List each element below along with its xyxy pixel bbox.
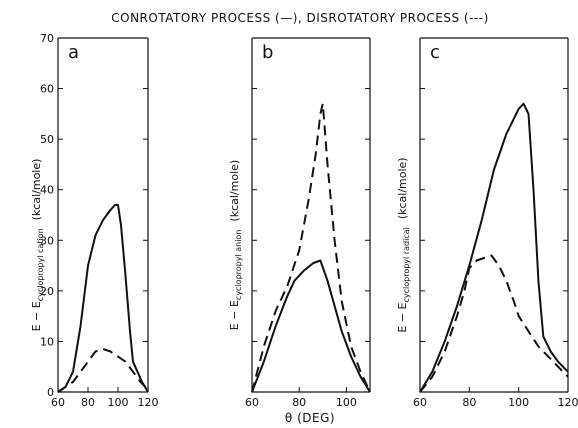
dashed-curve <box>251 102 371 393</box>
y-axis-label-sub: cyclopropyl anion <box>234 230 243 300</box>
x-tick-label: 120 <box>138 396 159 409</box>
x-tick-label: 120 <box>558 396 578 409</box>
solid-curve <box>419 102 569 393</box>
panel-letter: b <box>262 42 273 63</box>
panel-a: 0 10 20 30 40 50 60 70 60 80 100 120 a E − Ecycloprop… <box>30 32 159 409</box>
x-tick-label: 80 <box>81 396 95 409</box>
axis-frame <box>251 38 370 393</box>
y-axis-label-unit: (kcal/mole) <box>30 159 43 221</box>
x-tick-label: 100 <box>108 396 129 409</box>
y-tick-label: 70 <box>40 32 54 45</box>
y-tick-label: 20 <box>40 285 54 298</box>
figure-title: CONROTATORY PROCESS (—), DISROTATORY PRO… <box>111 11 489 25</box>
axis-frame <box>419 38 568 393</box>
solid-curve <box>57 203 149 393</box>
y-tick-label: 10 <box>40 335 54 348</box>
x-tick-label: 60 <box>245 396 259 409</box>
panel-b: 60 80 100 b E − Ecyclopropyl anion (kcal/mole… <box>228 37 371 409</box>
x-tick-label: 80 <box>292 396 306 409</box>
x-tick-label: 60 <box>51 396 65 409</box>
y-axis-label-sub: cyclopropyl radical <box>402 227 411 302</box>
y-axis-label-main: E − E <box>396 302 409 332</box>
y-tick-label: 0 <box>47 386 54 399</box>
x-tick-label: 100 <box>336 396 357 409</box>
y-axis-label: E − Ecyclopropyl anion (kcal/mole) <box>228 160 243 330</box>
y-axis-label-unit: (kcal/mole) <box>396 157 409 219</box>
panel-c: 60 80 100 120 c E − Ecyclopropyl radical (kcal… <box>396 37 578 409</box>
solid-curve <box>251 259 371 393</box>
y-tick-label: 30 <box>40 234 54 247</box>
y-axis-label: E − Ecyclopropyl cation (kcal/mole) <box>30 159 45 332</box>
x-tick-label: 80 <box>462 396 476 409</box>
y-tick-label: 60 <box>40 83 54 96</box>
y-tick-label: 40 <box>40 184 54 197</box>
x-axis-title: θ (DEG) <box>285 411 335 425</box>
y-axis-label-sub: cyclopropyl cation <box>36 228 45 301</box>
y-axis-label: E − Ecyclopropyl radical (kcal/mole) <box>396 157 411 332</box>
panel-letter: c <box>430 42 440 63</box>
x-tick-label: 60 <box>413 396 427 409</box>
dashed-curve <box>419 254 569 393</box>
panel-letter: a <box>68 42 79 63</box>
dashed-curve <box>57 348 149 393</box>
x-tick-label: 100 <box>508 396 529 409</box>
y-tick-label: 50 <box>40 133 54 146</box>
axis-frame <box>57 38 148 393</box>
y-axis-label-main: E − E <box>30 301 43 331</box>
y-axis-label-main: E − E <box>228 300 241 330</box>
y-axis-label-unit: (kcal/mole) <box>228 160 241 222</box>
